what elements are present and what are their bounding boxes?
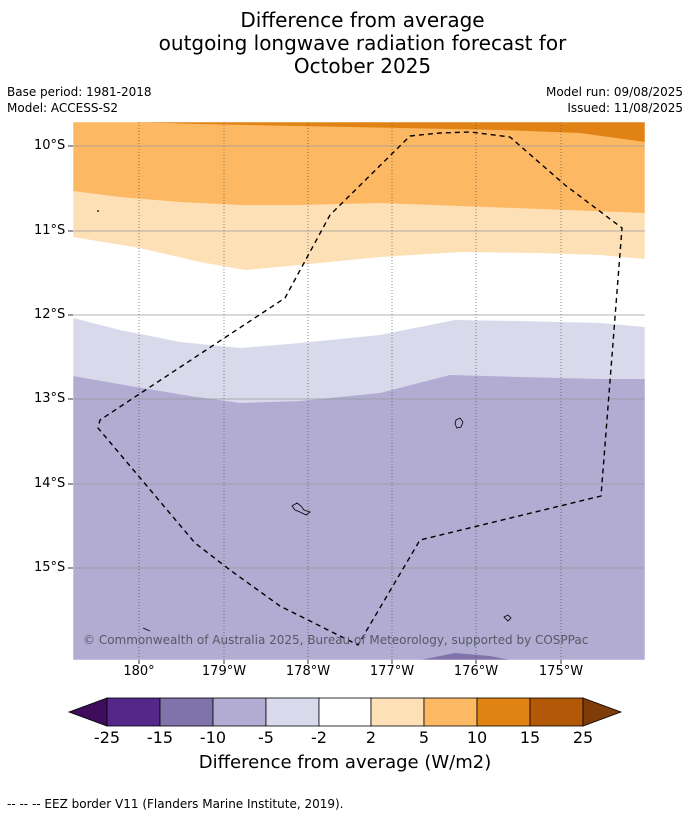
colorbar-label-5: 5 [418, 728, 430, 747]
meta-right: Model run: 09/08/2025 Issued: 11/08/2025 [546, 84, 683, 116]
lon-label-175w: 175°W [538, 664, 584, 679]
map-title-line1: Difference from average [240, 8, 485, 32]
island-west [291, 502, 311, 516]
island-east [454, 417, 464, 429]
colorbar [67, 697, 623, 727]
colorbar-extend-high [582, 697, 623, 727]
lon-label-177w: 177°W [369, 664, 415, 679]
colorbar-seg-3 [212, 697, 267, 727]
colorbar-title: Difference from average (W/m2) [198, 752, 492, 773]
meta-left: Base period: 1981-2018 Model: ACCESS-S2 [7, 84, 152, 116]
colorbar-label-neg5: -5 [258, 728, 274, 747]
island-south [503, 614, 512, 622]
colorbar-seg-7 [423, 697, 478, 727]
issued-date: Issued: 11/08/2025 [567, 101, 683, 115]
footer-eez-note: -- -- -- EEZ border V11 (Flanders Marine… [7, 797, 344, 811]
latitude-lines [73, 145, 645, 569]
base-period: Base period: 1981-2018 [7, 85, 152, 99]
colorbar-seg-2 [159, 697, 214, 727]
islet-sw [142, 627, 151, 632]
axis-ticks [68, 145, 562, 664]
colorbar-label-neg10: -10 [199, 728, 227, 747]
colorbar-label-neg2: -2 [311, 728, 327, 747]
colorbar-seg-6 [370, 697, 425, 727]
colorbar-label-neg15: -15 [146, 728, 174, 747]
lon-label-176w: 176°W [453, 664, 499, 679]
map-frame [72, 121, 646, 661]
map-title-line2: outgoing longwave radiation forecast for [158, 31, 567, 55]
copyright-notice: © Commonwealth of Australia 2025, Bureau… [83, 633, 589, 647]
lat-label-11s: 11°S [34, 223, 66, 238]
lat-label-13s: 13°S [34, 391, 66, 406]
colorbar-label-neg25: -25 [93, 728, 121, 747]
lon-label-180: 180° [123, 664, 155, 679]
lon-label-179w: 179°W [201, 664, 247, 679]
colorbar-seg-5 [318, 697, 372, 727]
lon-label-178w: 178°W [285, 664, 331, 679]
colorbar-seg-9 [529, 697, 584, 727]
model-name: Model: ACCESS-S2 [7, 101, 119, 115]
band-neg-10-15 [238, 653, 510, 660]
band-neg-5-10 [73, 375, 645, 660]
colorbar-label-10: 10 [466, 728, 488, 747]
colorbar-label-15: 15 [519, 728, 541, 747]
eez-border [97, 131, 623, 646]
colorbar-seg-1 [106, 697, 161, 727]
lat-label-12s: 12°S [34, 307, 66, 322]
map-title-line3: October 2025 [293, 54, 432, 78]
colorbar-label-25: 25 [572, 728, 594, 747]
colorbar-seg-8 [476, 697, 531, 727]
colorbar-extend-low [67, 697, 108, 727]
colorbar-label-2: 2 [365, 728, 377, 747]
map-area [73, 122, 645, 660]
lat-label-14s: 14°S [34, 476, 66, 491]
lat-label-10s: 10°S [34, 138, 66, 153]
islet-nw [97, 210, 99, 212]
lat-label-15s: 15°S [34, 560, 66, 575]
colorbar-seg-4 [265, 697, 320, 727]
model-run: Model run: 09/08/2025 [545, 85, 683, 99]
